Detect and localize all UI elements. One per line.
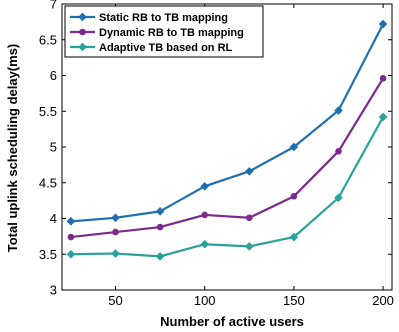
y-tick-label: 5 [50,140,57,155]
data-point [66,249,76,259]
data-point [289,142,299,152]
series-1 [66,19,388,226]
y-tick-label: 6.5 [39,32,57,47]
data-point [244,167,254,176]
data-point [335,147,342,155]
data-point [200,182,210,191]
legend-label: Dynamic RB to TB mapping [99,27,244,39]
y-tick-label: 4.5 [39,175,57,190]
data-point [155,207,165,216]
data-point [155,252,165,261]
x-tick-label: 150 [283,293,305,308]
y-tick-label: 3 [50,283,57,298]
plot-area [66,19,388,261]
series-2 [67,75,387,241]
legend: Static RB to TB mapping Dynamic RB to TB … [64,5,264,58]
y-tick-label: 4 [50,211,57,226]
y-tick-label: 6 [50,68,57,83]
y-axis-label: Total uplink scheduling delay(ms) [5,44,20,253]
y-tick-label: 5.5 [39,104,57,119]
data-point [334,193,343,203]
x-tick-label: 200 [372,293,394,308]
series-line [70,116,385,258]
legend-entry: Dynamic RB to TB mapping [70,27,244,39]
data-point [378,19,388,29]
data-point [78,42,87,52]
data-point [111,213,120,223]
data-point [156,223,164,231]
legend-label: Static RB to TB mapping [99,12,228,24]
data-point [244,242,254,251]
legend-entry: Static RB to TB mapping [70,12,228,24]
data-point [66,217,76,226]
data-point [67,233,75,241]
x-axis-label: Number of active users [160,314,304,329]
data-point [290,193,298,200]
legend-box [64,5,264,58]
data-point [111,249,120,258]
legend-label: Adaptive TB based on RL [99,42,233,54]
data-point [378,112,388,122]
data-point [245,214,253,222]
x-tick-label: 50 [108,293,122,308]
y-tick-label: 3.5 [39,247,57,262]
data-point [200,239,210,249]
series-3 [66,112,388,261]
x-tick-label: 100 [194,293,216,308]
data-point [289,232,299,242]
data-point [334,106,343,115]
axes: 50 100 150 200 3 3.5 4 4.5 5 5.5 6 6.5 7 [39,0,394,308]
data-point [379,75,387,82]
data-point [78,12,87,22]
y-tick-label: 7 [50,0,57,12]
legend-entry: Adaptive TB based on RL [70,42,233,54]
data-point [79,28,86,36]
series-line [70,23,385,223]
series-line [70,77,385,239]
data-point [201,211,209,219]
data-point [112,228,119,236]
